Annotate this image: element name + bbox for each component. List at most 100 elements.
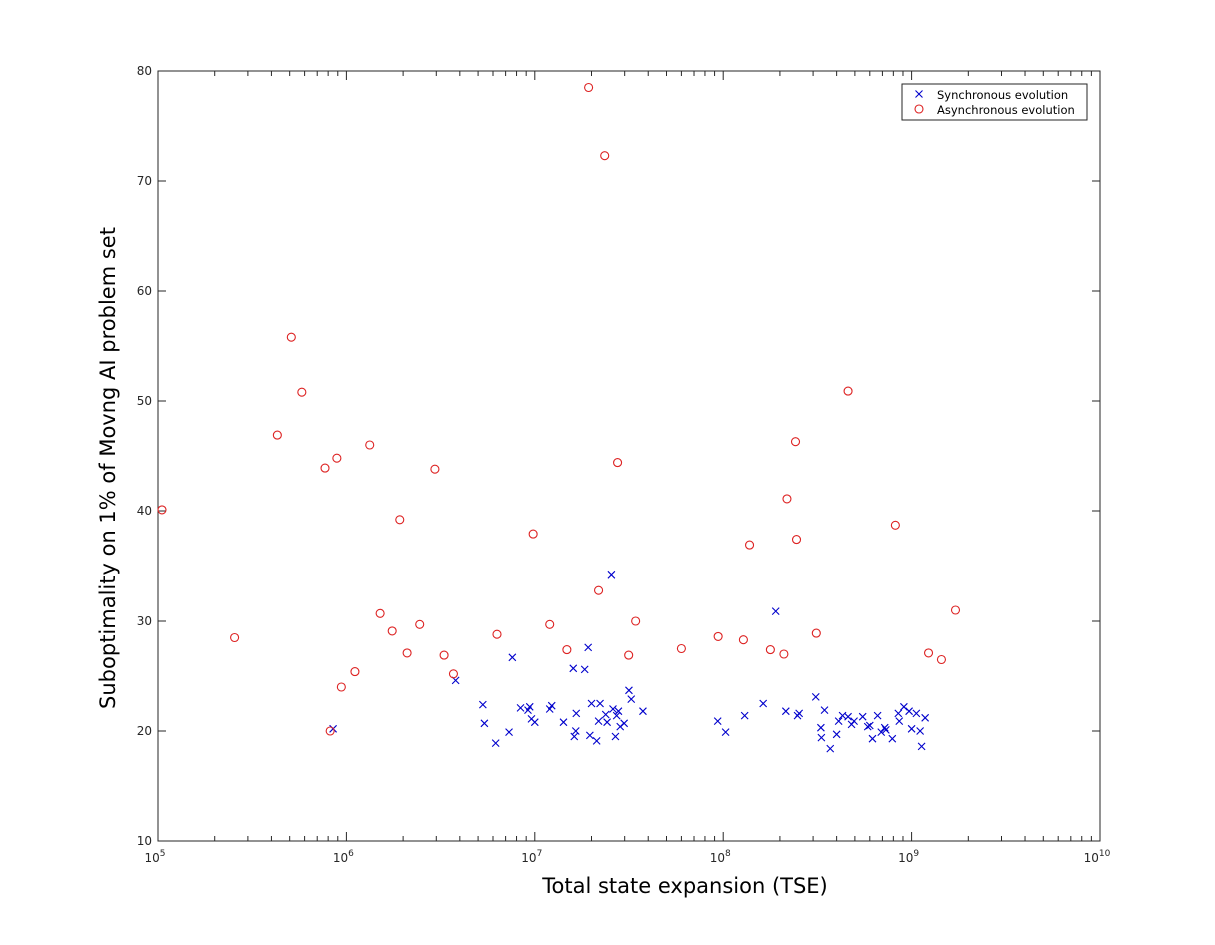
asynchronous-point [790, 437, 801, 447]
x-tick-label: 108 [710, 849, 731, 865]
x-tick-label: 107 [521, 849, 542, 865]
synchronous-point [614, 707, 623, 716]
x-tick-label: 109 [898, 849, 919, 865]
asynchronous-point [430, 464, 440, 474]
synchronous-point [584, 643, 593, 652]
synchronous-point [865, 721, 874, 730]
asynchronous-point [631, 616, 641, 626]
asynchronous-point [157, 505, 167, 515]
synchronous-point [895, 717, 904, 725]
asynchronous-point [613, 458, 623, 468]
synchronous-point [559, 718, 568, 727]
x-tick-label: 106 [333, 849, 354, 865]
synchronous-point [863, 722, 872, 731]
asynchronous-point [350, 667, 360, 677]
synchronous-point [881, 726, 890, 734]
synchronous-point [585, 731, 594, 740]
synchronous-point [916, 727, 925, 735]
synchronous-point [607, 570, 616, 579]
asynchronous-point [782, 494, 792, 504]
synchronous-point [611, 732, 620, 741]
synchronous-point [868, 734, 877, 743]
synchronous-point [587, 699, 596, 708]
synchronous-point [795, 709, 804, 718]
synchronous-point [609, 705, 617, 713]
plot-area [157, 70, 1101, 842]
y-tick-label: 30 [137, 614, 152, 628]
synchronous-point [639, 707, 647, 716]
x-tick-label: 1010 [1084, 849, 1111, 865]
synchronous-point [873, 711, 882, 720]
asynchronous-point [791, 535, 802, 545]
y-tick-label: 40 [137, 504, 152, 518]
y-tick-label: 20 [137, 724, 152, 738]
y-tick-label: 70 [137, 174, 152, 188]
asynchronous-point [562, 645, 572, 655]
data-markers [157, 82, 961, 753]
x-axis-title: Total state expansion (TSE) [541, 874, 828, 898]
synchronous-point [721, 728, 730, 736]
asynchronous-point [286, 332, 296, 342]
synchronous-point [847, 720, 856, 729]
synchronous-point [530, 718, 539, 727]
synchronous-point [571, 727, 580, 735]
synchronous-point [832, 730, 841, 739]
synchronous-point [505, 728, 513, 736]
asynchronous-point [395, 515, 405, 525]
synchronous-point [569, 664, 578, 673]
synchronous-point [844, 712, 852, 721]
asynchronous-point [765, 645, 775, 655]
synchronous-point [491, 739, 500, 747]
asynchronous-point [811, 628, 821, 638]
y-tick-label: 10 [137, 834, 152, 848]
asynchronous-point [890, 520, 900, 530]
synchronous-point [880, 723, 889, 732]
y-tick-label: 50 [137, 394, 152, 408]
legend-label-synchronous: Synchronous evolution [937, 88, 1068, 102]
legend-box [901, 83, 1088, 121]
asynchronous-point [439, 650, 449, 660]
synchronous-point [759, 699, 768, 708]
synchronous-point [612, 711, 621, 720]
legend-label-asynchronous: Asynchronous evolution [937, 103, 1075, 117]
synchronous-point [592, 737, 601, 745]
synchronous-point [877, 728, 886, 736]
asynchronous-point [320, 463, 330, 473]
synchronous-point [572, 709, 581, 718]
synchronous-point [596, 699, 604, 708]
asynchronous-point [713, 631, 723, 641]
y-tick-label: 80 [137, 64, 152, 78]
synchronous-point [627, 695, 636, 703]
synchronous-point [917, 742, 926, 751]
synchronous-point [740, 711, 749, 720]
y-tick-label: 60 [137, 284, 152, 298]
asynchronous-point [325, 726, 335, 736]
axis-ticks [157, 70, 1101, 842]
synchronous-point [713, 717, 722, 725]
synchronous-point [817, 733, 826, 742]
synchronous-point [781, 707, 790, 716]
synchronous-point [816, 723, 825, 732]
asynchronous-point [415, 619, 425, 629]
synchronous-point [478, 700, 487, 709]
synchronous-point [888, 734, 897, 743]
y-axis-title: Suboptimality on 1% of Movng AI problem … [96, 227, 120, 709]
asynchronous-point [272, 430, 282, 440]
synchronous-point [899, 702, 908, 711]
asynchronous-point [402, 648, 412, 658]
synchronous-point [820, 706, 829, 714]
synchronous-point [547, 701, 556, 710]
asynchronous-point [492, 629, 502, 639]
synchronous-point [620, 719, 629, 728]
asynchronous-point [624, 650, 634, 660]
synchronous-point [594, 717, 603, 725]
asynchronous-point [448, 669, 458, 679]
legend: Synchronous evolution Asynchronous evolu… [901, 83, 1088, 121]
asynchronous-point [545, 619, 555, 629]
asynchronous-point [528, 529, 538, 539]
synchronous-point [858, 712, 867, 721]
synchronous-point [603, 718, 611, 727]
legend-marker-asynchronous [914, 104, 924, 114]
synchronous-point [834, 717, 843, 725]
